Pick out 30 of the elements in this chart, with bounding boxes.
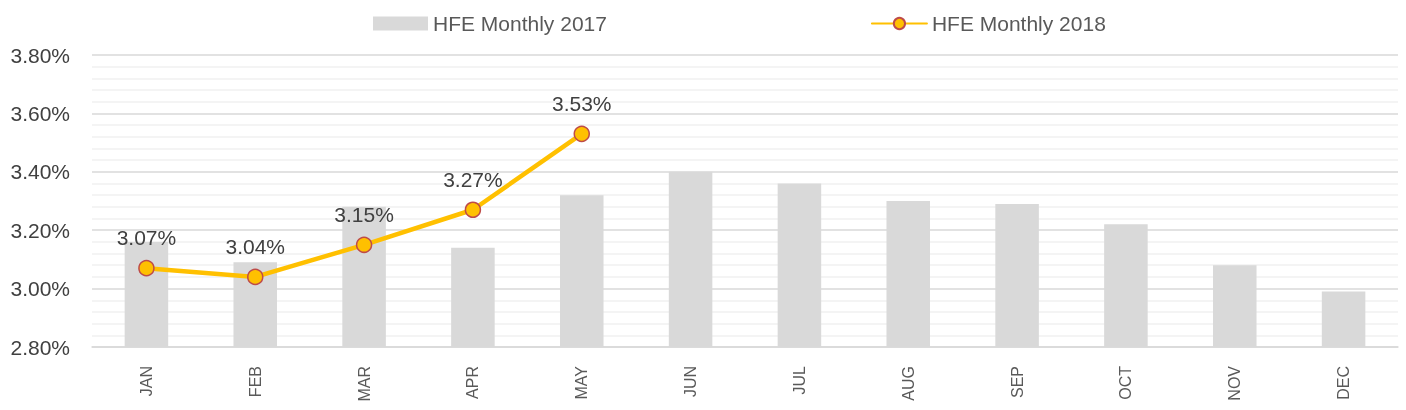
x-tick-label: OCT <box>1117 365 1135 400</box>
x-tick-label: JAN <box>137 366 155 397</box>
data-label: 3.15% <box>334 202 394 226</box>
x-tick-label: APR <box>464 366 482 399</box>
x-tick-label: AUG <box>899 366 917 401</box>
x-tick-label: MAY <box>573 365 591 400</box>
y-tick-label: 3.40% <box>10 160 70 184</box>
x-tick-label: JUL <box>790 365 808 395</box>
point <box>247 268 264 286</box>
point <box>573 125 590 143</box>
y-tick-label: 3.20% <box>10 218 70 242</box>
y-tick-label: 3.00% <box>10 277 70 301</box>
x-tick-label: MAR <box>355 366 373 402</box>
x-tick-label: NOV <box>1226 365 1244 401</box>
data-label: 3.27% <box>443 167 503 191</box>
data-label: 3.07% <box>116 225 177 249</box>
x-tick-label: SEP <box>1008 366 1026 399</box>
y-tick-label: 3.60% <box>10 101 70 125</box>
point <box>355 236 373 254</box>
y-tick-label: 3.80% <box>10 43 70 67</box>
data-label: 3.53% <box>551 91 612 115</box>
legend-label: HFE Monthly 2018 <box>931 12 1106 35</box>
y-tick-label: 2.80% <box>10 335 70 359</box>
x-tick-label: DEC <box>1335 366 1353 400</box>
x-tick-label: JUN <box>682 366 700 398</box>
x-tick-label: FEB <box>246 366 264 398</box>
legend-label: HFE Monthly 2017 <box>433 12 607 35</box>
data-label: 3.04% <box>225 234 286 258</box>
point <box>464 201 482 219</box>
point <box>138 259 155 277</box>
